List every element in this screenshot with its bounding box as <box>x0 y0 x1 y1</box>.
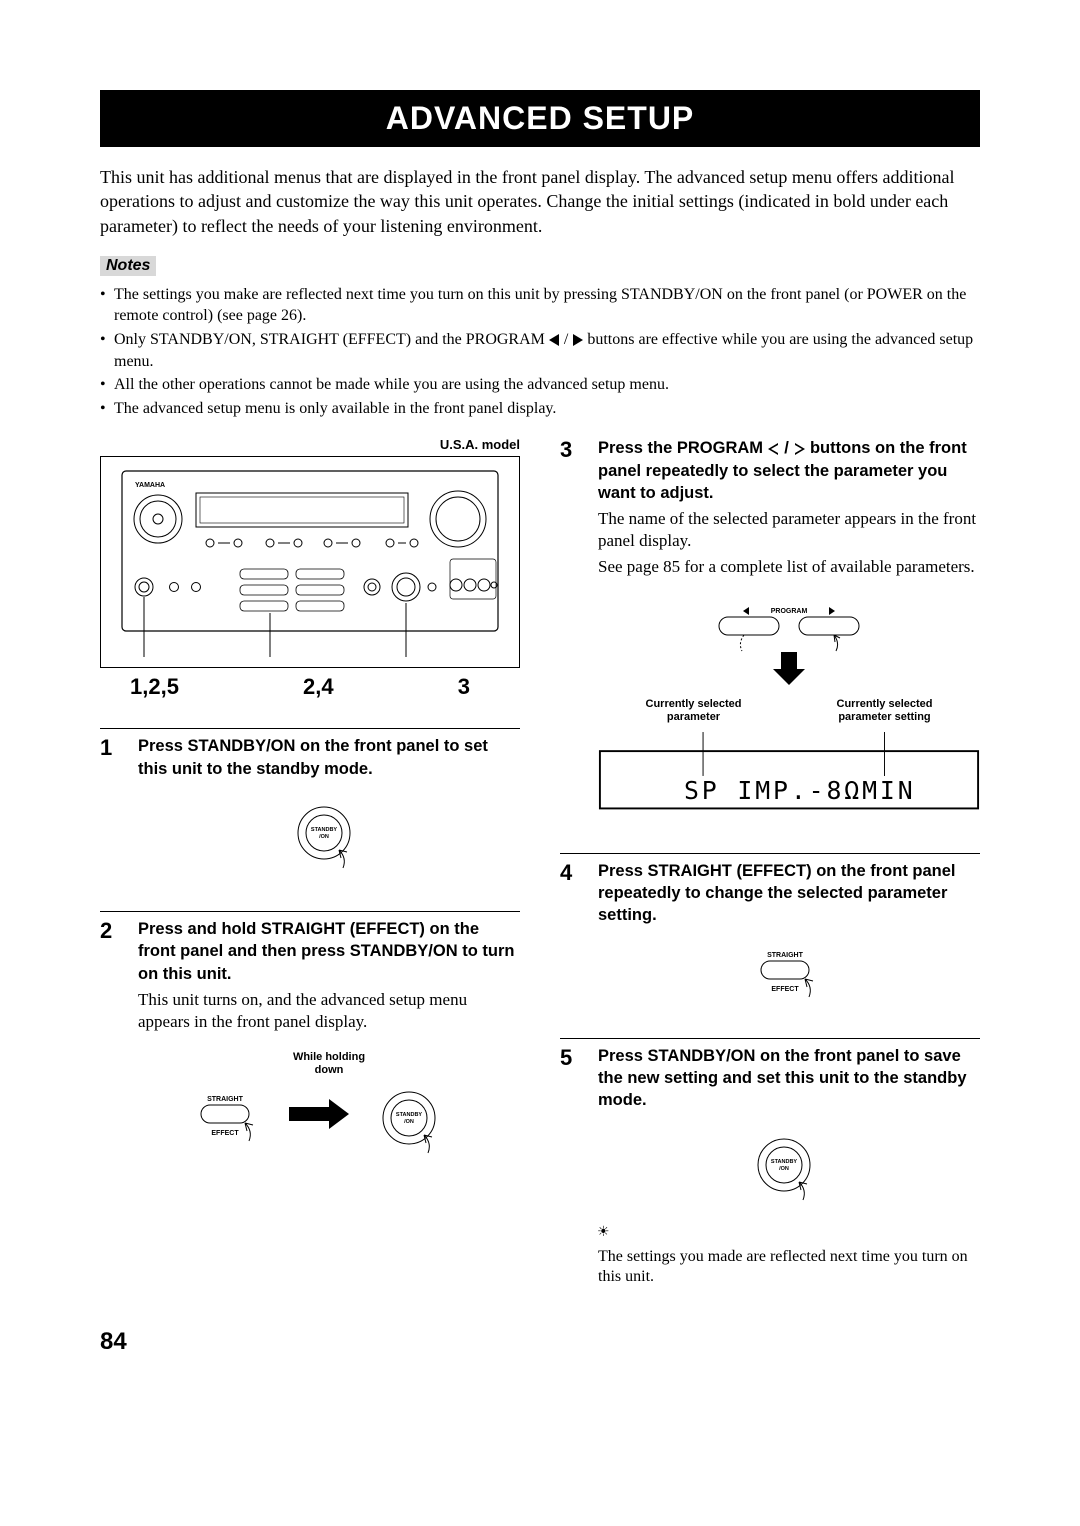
columns: U.S.A. model YAMAHA <box>100 437 980 1288</box>
svg-text:/ON: /ON <box>404 1119 414 1125</box>
svg-text:STANDBY: STANDBY <box>311 827 338 833</box>
left-column: U.S.A. model YAMAHA <box>100 437 520 1288</box>
svg-text:/ON: /ON <box>319 834 329 840</box>
step-3: 3 Press the PROGRAM / buttons on the fro… <box>560 437 980 824</box>
svg-text:STRAIGHT: STRAIGHT <box>767 952 804 959</box>
intro-text: This unit has additional menus that are … <box>100 165 980 238</box>
step-2: 2 Press and hold STRAIGHT (EFFECT) on th… <box>100 918 520 1168</box>
svg-text:SP IMP.-8ΩMIN: SP IMP.-8ΩMIN <box>684 776 916 805</box>
callout-label: 3 <box>458 674 470 700</box>
callout-row: 1,2,5 2,4 3 <box>100 674 520 700</box>
divider <box>100 728 520 729</box>
display-labels-row: Currently selectedparameter Currently se… <box>598 698 980 724</box>
notes-heading: Notes <box>100 256 156 276</box>
triangle-right-outline-icon <box>793 443 805 455</box>
note-item: All the other operations cannot be made … <box>100 374 980 396</box>
triangle-right-icon <box>573 334 583 346</box>
divider <box>560 853 980 854</box>
divider <box>100 911 520 912</box>
tip-text: The settings you made are reflected next… <box>598 1247 980 1289</box>
svg-text:/ON: /ON <box>779 1166 789 1172</box>
current-param-label: Currently selectedparameter <box>646 698 742 724</box>
svg-text:YAMAHA: YAMAHA <box>135 482 165 489</box>
callout-label: 2,4 <box>303 674 334 700</box>
hold-label: While holdingdown <box>138 1051 520 1077</box>
step2-diagram: While holdingdown STRAIGHT EFFECT STANDB… <box>138 1051 520 1168</box>
step-5: 5 Press STANDBY/ON on the front panel to… <box>560 1045 980 1288</box>
svg-text:EFFECT: EFFECT <box>771 986 799 993</box>
notes-list: The settings you make are reflected next… <box>100 284 980 420</box>
step-heading: Press and hold STRAIGHT (EFFECT) on the … <box>138 918 520 985</box>
usa-model-label: U.S.A. model <box>100 437 520 452</box>
panel-svg: YAMAHA <box>101 457 519 667</box>
front-panel-illustration: YAMAHA <box>100 456 520 668</box>
step-heading: Press STANDBY/ON on the front panel to s… <box>138 735 520 780</box>
step-1: 1 Press STANDBY/ON on the front panel to… <box>100 735 520 883</box>
callout-label: 1,2,5 <box>130 674 179 700</box>
standby-button-icon: STANDBY /ON <box>749 1130 829 1210</box>
tip-row <box>598 1225 980 1243</box>
step-number: 1 <box>100 735 122 883</box>
step5-diagram: STANDBY /ON <box>598 1130 980 1215</box>
note-item: The advanced setup menu is only availabl… <box>100 398 980 420</box>
step-text: The name of the selected parameter appea… <box>598 508 980 552</box>
display-svg: SP IMP.-8ΩMIN <box>598 730 980 820</box>
straight-button-icon: STRAIGHT EFFECT <box>739 945 839 1005</box>
page-title: ADVANCED SETUP <box>100 90 980 147</box>
step-text: See page 85 for a complete list of avail… <box>598 556 980 578</box>
program-buttons-svg: PROGRAM <box>699 597 879 687</box>
divider <box>560 1038 980 1039</box>
step-heading: Press STRAIGHT (EFFECT) on the front pan… <box>598 860 980 927</box>
step2-svg: STRAIGHT EFFECT STANDBY /ON <box>179 1083 479 1163</box>
svg-text:STRAIGHT: STRAIGHT <box>207 1096 244 1103</box>
step3-diagram-buttons: PROGRAM <box>598 597 980 692</box>
front-display-box: SP IMP.-8ΩMIN <box>598 730 980 825</box>
step1-diagram: STANDBY /ON <box>138 798 520 883</box>
step-heading: Press the PROGRAM / buttons on the front… <box>598 437 980 504</box>
step-number: 5 <box>560 1045 582 1288</box>
right-column: 3 Press the PROGRAM / buttons on the fro… <box>560 437 980 1288</box>
step-text: This unit turns on, and the advanced set… <box>138 989 520 1033</box>
current-setting-label: Currently selectedparameter setting <box>837 698 933 724</box>
svg-text:PROGRAM: PROGRAM <box>771 608 808 615</box>
triangle-left-outline-icon <box>768 443 780 455</box>
step4-diagram: STRAIGHT EFFECT <box>598 945 980 1010</box>
step-heading: Press STANDBY/ON on the front panel to s… <box>598 1045 980 1112</box>
note-item: The settings you make are reflected next… <box>100 284 980 327</box>
step-4: 4 Press STRAIGHT (EFFECT) on the front p… <box>560 860 980 1010</box>
svg-text:EFFECT: EFFECT <box>211 1130 239 1137</box>
step-number: 4 <box>560 860 582 1010</box>
triangle-left-icon <box>549 334 559 346</box>
note-item: Only STANDBY/ON, STRAIGHT (EFFECT) and t… <box>100 329 980 372</box>
svg-text:STANDBY: STANDBY <box>396 1112 423 1118</box>
step-number: 2 <box>100 918 122 1168</box>
page-number: 84 <box>100 1328 980 1356</box>
svg-text:STANDBY: STANDBY <box>771 1159 798 1165</box>
standby-button-icon: STANDBY /ON <box>289 798 369 878</box>
tip-icon <box>598 1226 614 1242</box>
step-number: 3 <box>560 437 582 824</box>
page: ADVANCED SETUP This unit has additional … <box>0 0 1080 1396</box>
